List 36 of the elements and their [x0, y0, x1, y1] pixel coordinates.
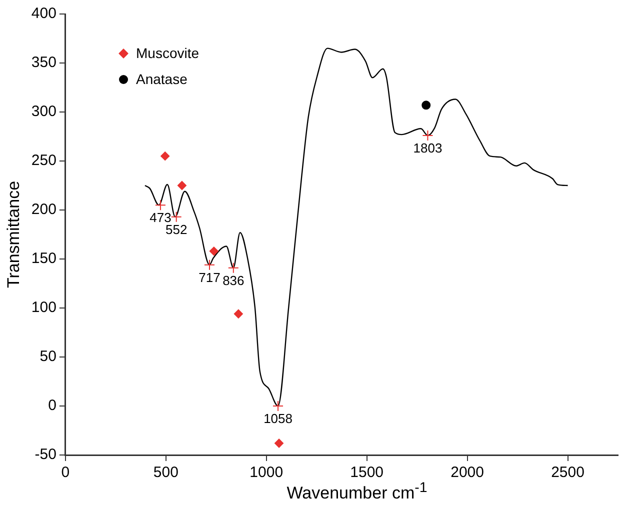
y-tick-label: 50 [40, 348, 56, 366]
x-axis-title: Wavenumber cm$^{-1}$ [286, 480, 428, 504]
annotation: 1803 [413, 140, 442, 156]
x-tick-label: 2000 [450, 464, 484, 482]
y-tick-label: 400 [31, 5, 56, 22]
y-tick-label: 300 [31, 103, 56, 120]
point [170, 211, 182, 222]
point [204, 259, 215, 270]
y-tick-label: 250 [31, 152, 56, 170]
x-tick-label: 2500 [551, 464, 584, 482]
y-tick-label: 350 [31, 54, 56, 72]
x-tick-label: 500 [153, 464, 178, 482]
point [234, 309, 243, 318]
y-tick-label: 0 [48, 397, 56, 414]
point [422, 130, 434, 142]
x-tick-label: 0 [61, 464, 70, 482]
point [274, 438, 284, 448]
y-tick-label: 100 [31, 299, 56, 316]
annotation: 717 [198, 270, 220, 285]
point [160, 152, 170, 161]
legend-label: Muscovite [136, 44, 200, 63]
x-tick-label: 1000 [250, 464, 284, 482]
point [177, 181, 186, 190]
y-axis-title: Transmittance [4, 180, 23, 288]
point [422, 100, 431, 110]
point [154, 200, 166, 211]
legend-label: Anatase [136, 70, 188, 89]
point [228, 262, 239, 274]
y-tick-label: 200 [31, 201, 56, 218]
y-tick-label: -50 [34, 446, 56, 464]
point [209, 246, 218, 256]
annotation: 1058 [264, 411, 292, 426]
y-tick-label: 150 [31, 250, 56, 268]
point [272, 400, 284, 412]
x-tick-label: 1500 [350, 464, 384, 482]
annotation: 836 [222, 272, 244, 288]
